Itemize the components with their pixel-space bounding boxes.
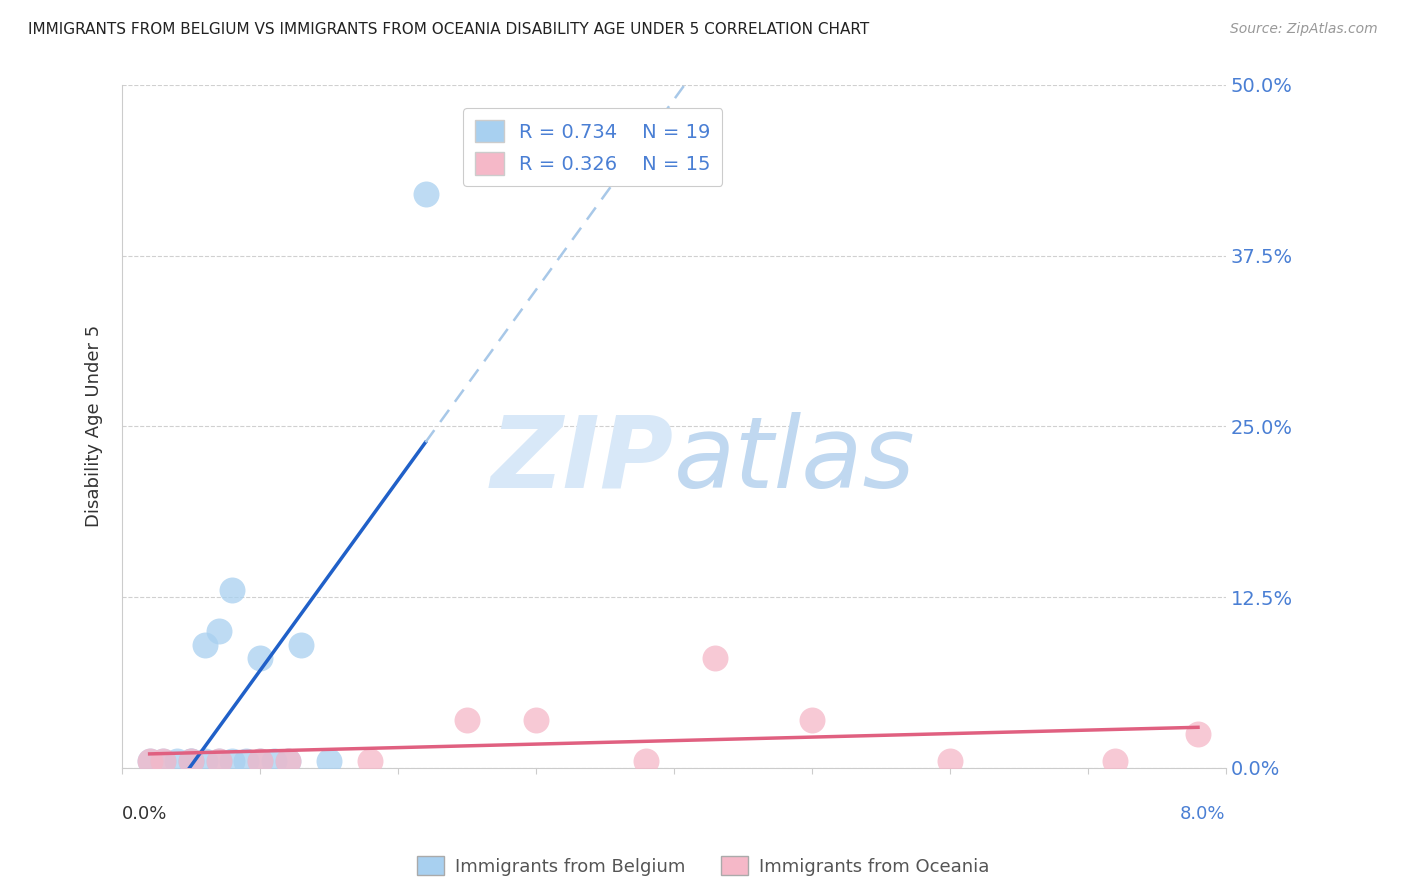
Point <box>800 713 823 727</box>
Point <box>704 651 727 665</box>
Text: Source: ZipAtlas.com: Source: ZipAtlas.com <box>1230 22 1378 37</box>
Point <box>938 754 960 768</box>
Point <box>415 187 437 202</box>
Point <box>277 754 299 768</box>
Point <box>138 754 160 768</box>
Point <box>180 754 202 768</box>
Point <box>277 754 299 768</box>
Legend: Immigrants from Belgium, Immigrants from Oceania: Immigrants from Belgium, Immigrants from… <box>409 849 997 883</box>
Point <box>1187 726 1209 740</box>
Point <box>249 754 271 768</box>
Point <box>263 754 285 768</box>
Text: 8.0%: 8.0% <box>1180 805 1226 823</box>
Legend: R = 0.734    N = 19, R = 0.326    N = 15: R = 0.734 N = 19, R = 0.326 N = 15 <box>463 108 723 186</box>
Point <box>456 713 478 727</box>
Point <box>207 754 229 768</box>
Point <box>152 754 174 768</box>
Point <box>235 754 257 768</box>
Point <box>1104 754 1126 768</box>
Point <box>180 754 202 768</box>
Point <box>318 754 340 768</box>
Point <box>249 754 271 768</box>
Point <box>194 638 217 652</box>
Point <box>166 754 188 768</box>
Point <box>359 754 381 768</box>
Point <box>180 754 202 768</box>
Point <box>221 583 243 598</box>
Point <box>138 754 160 768</box>
Y-axis label: Disability Age Under 5: Disability Age Under 5 <box>86 326 103 527</box>
Point <box>249 651 271 665</box>
Text: ZIP: ZIP <box>491 412 673 509</box>
Text: atlas: atlas <box>673 412 915 509</box>
Text: 0.0%: 0.0% <box>122 805 167 823</box>
Point <box>290 638 312 652</box>
Text: IMMIGRANTS FROM BELGIUM VS IMMIGRANTS FROM OCEANIA DISABILITY AGE UNDER 5 CORREL: IMMIGRANTS FROM BELGIUM VS IMMIGRANTS FR… <box>28 22 869 37</box>
Point <box>152 754 174 768</box>
Point <box>636 754 658 768</box>
Point <box>207 624 229 639</box>
Point <box>524 713 547 727</box>
Point <box>221 754 243 768</box>
Point <box>194 754 217 768</box>
Point <box>207 754 229 768</box>
